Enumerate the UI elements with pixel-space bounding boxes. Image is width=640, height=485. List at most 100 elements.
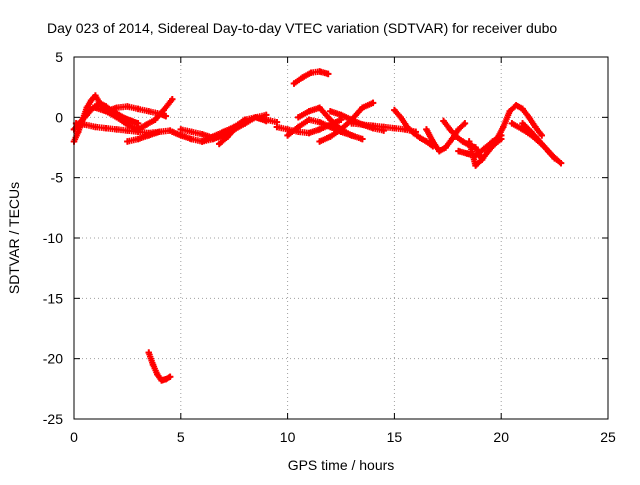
series-arc-6 [124, 128, 163, 145]
data-point [461, 120, 469, 127]
data-point [448, 135, 456, 143]
data-point [348, 132, 355, 139]
y-axis-label: SDTVAR / TECUs [6, 182, 22, 294]
series-arc-24 [493, 102, 545, 143]
data-point [124, 127, 131, 134]
data-point [156, 110, 163, 117]
data-point [337, 111, 345, 119]
data-point [162, 112, 170, 120]
data-point [83, 104, 91, 111]
data-point [273, 123, 281, 131]
data-point [158, 377, 165, 384]
data-point [440, 117, 447, 125]
data-point [465, 138, 473, 145]
data-point [544, 147, 552, 155]
data-layer [70, 68, 565, 384]
x-tick-label: 20 [493, 429, 509, 445]
series-arc-20 [423, 120, 469, 155]
data-point [519, 120, 526, 127]
data-point [198, 131, 206, 138]
data-point [305, 116, 313, 123]
data-point [92, 92, 99, 99]
x-tick-label: 25 [600, 429, 616, 445]
data-point [284, 132, 291, 139]
data-point [316, 138, 323, 145]
data-point [380, 123, 387, 131]
data-point [348, 120, 355, 127]
data-point [423, 138, 430, 145]
data-point [485, 147, 492, 155]
data-point [455, 147, 462, 155]
data-point [124, 121, 131, 128]
data-point [316, 118, 323, 126]
data-point [113, 104, 120, 111]
y-tick-label: 0 [55, 109, 63, 125]
data-point [102, 108, 110, 115]
data-point [410, 129, 417, 137]
data-point [337, 126, 345, 133]
chart-title: Day 023 of 2014, Sidereal Day-to-day VTE… [47, 20, 557, 36]
data-point [284, 126, 291, 133]
data-point [169, 128, 176, 136]
data-point [527, 128, 535, 136]
data-point [299, 74, 306, 81]
data-point [263, 117, 270, 125]
data-point [113, 114, 120, 121]
data-point [436, 147, 443, 155]
series-arc-23 [465, 135, 505, 169]
tick-labels: 0 5 10 15 20 25 5 0 -5 -10 -15 -20 -25 [43, 49, 616, 445]
series-arc-11 [216, 114, 270, 148]
data-point [233, 123, 240, 131]
data-point [416, 134, 424, 142]
data-point [532, 123, 539, 131]
y-tick-label: -20 [43, 351, 63, 367]
series-arc-18 [348, 120, 419, 136]
grid [73, 56, 609, 420]
data-point [404, 123, 411, 131]
data-point [472, 162, 479, 169]
data-point [519, 105, 526, 113]
data-point [134, 126, 142, 133]
data-point [359, 121, 366, 128]
data-point [143, 121, 150, 128]
x-tick-label: 0 [70, 429, 78, 445]
y-tick-label: -5 [51, 170, 64, 186]
data-point [209, 135, 217, 143]
data-point [83, 111, 91, 119]
data-point [151, 116, 159, 123]
series-arc-26 [519, 120, 558, 162]
data-point [459, 138, 466, 145]
data-point [124, 103, 131, 110]
data-point [307, 69, 315, 76]
data-point [290, 80, 298, 87]
data-point [241, 116, 249, 123]
y-tick-label: -10 [43, 230, 63, 246]
data-point [198, 138, 206, 145]
data-point [327, 108, 334, 115]
data-point [154, 371, 161, 378]
data-point [177, 132, 184, 139]
data-point [429, 138, 437, 145]
data-point [423, 126, 430, 133]
data-point [453, 133, 460, 140]
data-point [324, 70, 332, 78]
data-point [92, 104, 99, 111]
data-point [145, 108, 152, 115]
data-point [525, 114, 533, 121]
data-point [216, 140, 223, 148]
data-point [263, 111, 270, 119]
data-point [369, 122, 377, 129]
data-point [316, 126, 323, 133]
data-point [455, 126, 462, 133]
series-arc-7 [145, 349, 174, 384]
data-point [316, 68, 323, 75]
x-tick-label: 5 [177, 429, 185, 445]
data-point [162, 375, 170, 383]
data-point [87, 97, 95, 104]
data-point [506, 108, 513, 115]
data-point [359, 104, 366, 111]
data-point [295, 114, 302, 121]
